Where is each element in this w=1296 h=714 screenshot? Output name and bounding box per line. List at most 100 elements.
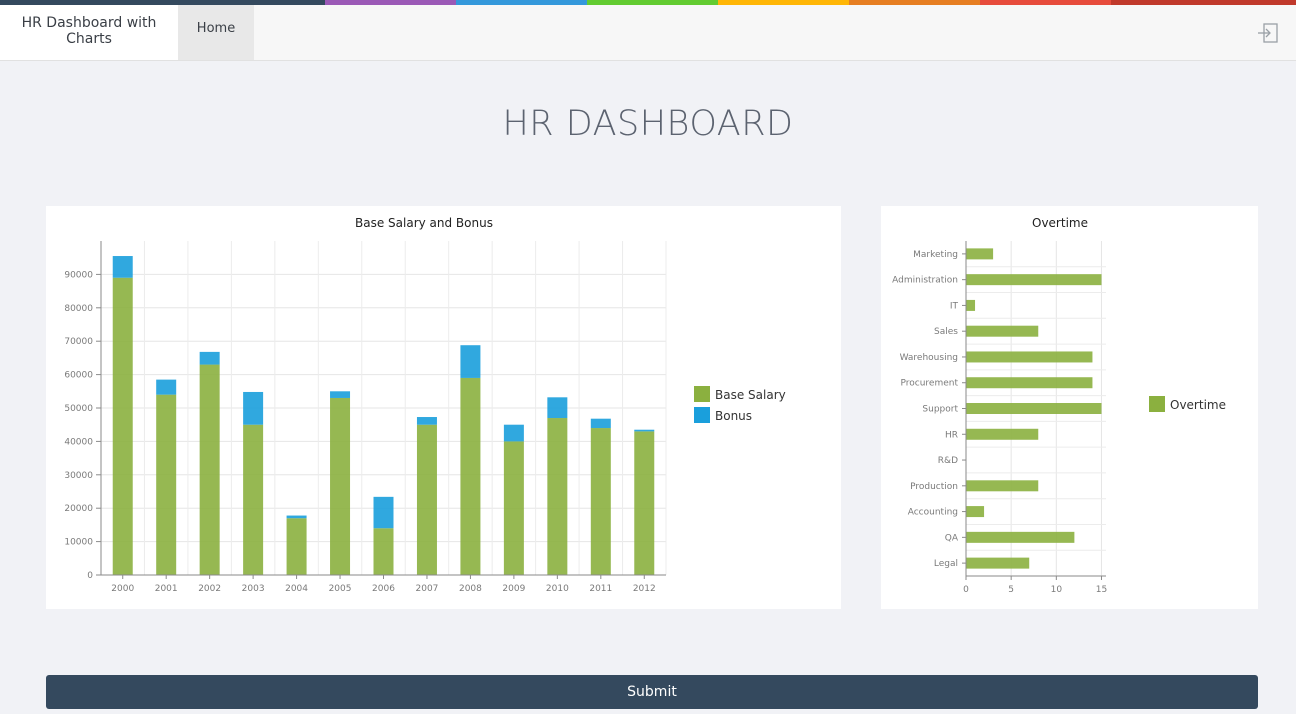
sign-in-icon[interactable] [1257, 22, 1279, 44]
overtime-bar [966, 506, 985, 518]
base-salary-bar [330, 397, 351, 575]
x-tick-label: 2003 [242, 584, 265, 594]
chart-title: Overtime [1032, 216, 1088, 230]
base-salary-bar [112, 277, 133, 575]
base-salary-bar [286, 518, 307, 575]
x-tick-label: 2001 [155, 584, 178, 594]
bonus-bar [286, 515, 307, 519]
y-tick-label: Support [922, 405, 958, 415]
y-tick-label: 10000 [64, 538, 93, 548]
y-tick-label: Procurement [900, 379, 958, 389]
bonus-bar [243, 391, 264, 425]
base-salary-bar [416, 424, 437, 575]
base-salary-bar [547, 418, 568, 575]
bonus-bar [199, 351, 220, 365]
legend-swatch-bonus [694, 407, 710, 423]
overtime-chart: Overtime 0 5 10 15 Marketing Administration IT S… [892, 216, 1226, 595]
x-tick-label: 2011 [589, 584, 612, 594]
page-title: HR DASHBOARD [502, 104, 794, 144]
bonus-bar [373, 496, 394, 529]
y-tick-label: 30000 [64, 471, 93, 481]
bonus-bar [547, 397, 568, 419]
app-brand[interactable]: HR Dashboard with Charts [0, 5, 178, 60]
bonus-bar [416, 417, 437, 425]
y-tick-label: Marketing [913, 250, 958, 260]
overtime-bar [966, 248, 994, 260]
stripe-segment [587, 0, 718, 5]
base-salary-bar [373, 528, 394, 575]
x-tick-label: 15 [1096, 585, 1107, 595]
base-salary-bar [156, 394, 177, 575]
x-tick-label: 2004 [285, 584, 308, 594]
stripe-segment [325, 0, 456, 5]
overtime-bar [966, 274, 1102, 286]
top-navbar: HR Dashboard with Charts Home [0, 5, 1296, 61]
overtime-bar [966, 480, 1039, 492]
bonus-bar [330, 391, 351, 398]
overtime-bar [966, 377, 1093, 389]
x-tick-label: 2000 [111, 584, 134, 594]
legend-swatch-overtime [1149, 396, 1165, 412]
x-tick-label: 5 [1008, 585, 1014, 595]
y-tick-label: 90000 [64, 270, 93, 280]
y-tick-label: 20000 [64, 504, 93, 514]
base-salary-bar [590, 428, 611, 575]
y-tick-label: Legal [934, 559, 958, 569]
overtime-chart-panel: Overtime 0 5 10 15 Marketing Administration IT S… [881, 206, 1258, 609]
x-tick-label: 2006 [372, 584, 395, 594]
legend-swatch-base-salary [694, 386, 710, 402]
y-tick-label: 0 [87, 571, 93, 581]
y-tick-label: QA [945, 533, 959, 543]
y-tick-label: 50000 [64, 404, 93, 414]
overtime-bar [966, 325, 1039, 337]
y-tick-label: Accounting [908, 508, 958, 518]
y-tick-label: R&D [938, 456, 958, 466]
submit-button[interactable]: Submit [46, 675, 1258, 709]
legend-label: Overtime [1170, 398, 1226, 412]
stripe-segment [0, 0, 325, 5]
base-salary-bar [243, 424, 264, 575]
stripe-segment [1111, 0, 1296, 5]
bonus-bar [634, 429, 655, 432]
base-salary-bar [460, 377, 481, 575]
x-tick-label: 2005 [329, 584, 352, 594]
salary-bonus-chart: Base Salary and Bonus 0 10000 20000 30000 400… [64, 216, 786, 594]
nav-home-tab[interactable]: Home [178, 5, 254, 60]
base-salary-bar [503, 441, 524, 575]
x-tick-label: 10 [1051, 585, 1063, 595]
y-tick-label: Production [910, 482, 958, 492]
y-tick-label: Warehousing [900, 353, 958, 363]
chart-title: Base Salary and Bonus [355, 216, 493, 230]
overtime-bar [966, 531, 1075, 543]
y-tick-label: Sales [934, 327, 958, 337]
bonus-bar [503, 424, 524, 442]
x-tick-label: 0 [963, 585, 969, 595]
bonus-bar [590, 418, 611, 429]
legend-label: Bonus [715, 409, 752, 423]
stripe-segment [849, 0, 980, 5]
overtime-bar [966, 428, 1039, 440]
y-tick-label: 60000 [64, 371, 93, 381]
overtime-bar [966, 403, 1102, 414]
base-salary-bar [634, 431, 655, 575]
color-stripe [0, 0, 1296, 5]
y-tick-label: IT [950, 301, 959, 311]
base-salary-bar [199, 364, 220, 575]
x-tick-label: 2009 [502, 584, 525, 594]
stripe-segment [718, 0, 849, 5]
bonus-bar [156, 379, 177, 395]
y-tick-label: Administration [892, 276, 958, 286]
bonus-bar [460, 345, 481, 378]
y-tick-label: 80000 [64, 304, 93, 314]
overtime-bar [966, 351, 1093, 363]
overtime-bar [966, 299, 976, 311]
x-tick-label: 2002 [198, 584, 221, 594]
x-tick-label: 2008 [459, 584, 482, 594]
y-tick-label: 70000 [64, 337, 93, 347]
y-tick-label: 40000 [64, 437, 93, 447]
stripe-segment [456, 0, 587, 5]
bonus-bar [112, 256, 133, 278]
legend-label: Base Salary [715, 388, 786, 402]
stripe-segment [980, 0, 1111, 5]
y-tick-label: HR [945, 430, 958, 440]
